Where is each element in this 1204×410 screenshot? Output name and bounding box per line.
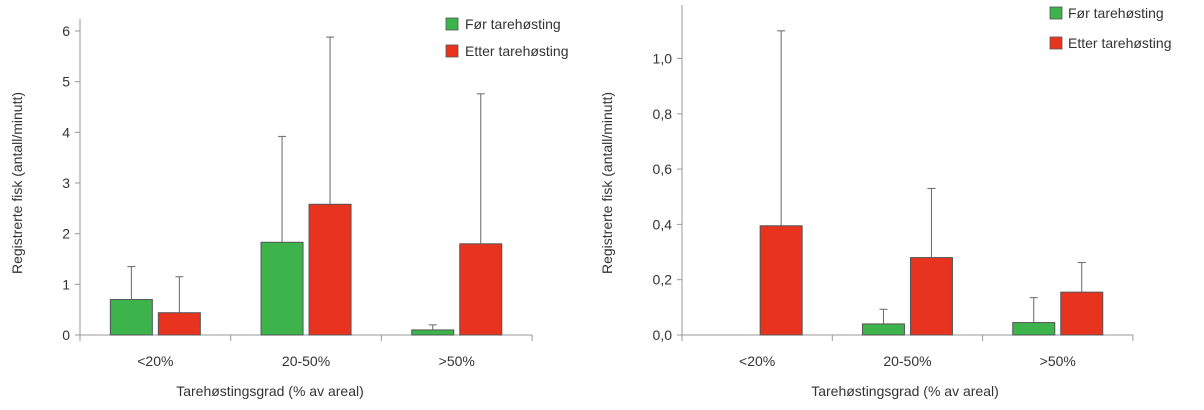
bar-for (1012, 322, 1056, 336)
y-tick-label: 1,0 (653, 50, 673, 66)
y-tick-label: 0,0 (653, 327, 673, 343)
bar-etter (308, 203, 352, 336)
y-tick-label: 0,2 (653, 272, 673, 288)
bar-etter (759, 225, 803, 336)
bar-for (260, 241, 304, 336)
y-tick-label: 6 (62, 23, 70, 39)
legend-swatch (1049, 6, 1063, 20)
y-tick-label: 2 (62, 226, 70, 242)
y-tick-label: 5 (62, 74, 70, 90)
bar-for (861, 323, 905, 336)
legend-swatch (445, 44, 459, 58)
x-tick-label: >50% (439, 353, 475, 369)
bar-etter (1060, 291, 1104, 336)
y-axis-label: Registrerte fisk (antall/minutt) (599, 92, 615, 274)
chart-1: 0 1 2 3 4 5 6 <20% 20-50% >50% Tarehøstingsgrad (%… (9, 16, 569, 399)
y-tick-label: 0,6 (653, 161, 673, 177)
x-axis-label: Tarehøstingsgrad (% av areal) (811, 383, 999, 399)
y-tick-label: 0,4 (653, 216, 673, 232)
chart-2: 0,0 0,2 0,4 0,6 0,8 1,0 <20% 20-50% >50% Tarehøst… (599, 5, 1172, 399)
x-tick-label: <20% (137, 353, 173, 369)
y-axis-label: Registrerte fisk (antall/minutt) (9, 92, 25, 274)
x-tick-label: <20% (739, 353, 775, 369)
bar-etter (157, 312, 201, 336)
y-tick-label: 1 (62, 276, 70, 292)
bar-for (411, 329, 455, 336)
bar-etter (459, 243, 503, 336)
y-tick-label: 0,8 (653, 106, 673, 122)
y-tick-label: 3 (62, 175, 70, 191)
legend-swatch (445, 17, 459, 31)
x-tick-label: 20-50% (282, 353, 330, 369)
x-tick-label: >50% (1040, 353, 1076, 369)
bar-etter (909, 257, 953, 336)
x-axis-label: Tarehøstingsgrad (% av areal) (176, 383, 364, 399)
legend-label: Før tarehøsting (465, 16, 561, 32)
y-tick-label: 0 (62, 327, 70, 343)
bar-for (109, 299, 153, 336)
x-tick-label: 20-50% (883, 353, 931, 369)
legend-label: Etter tarehøsting (1068, 35, 1172, 51)
legend-label: Før tarehøsting (1068, 5, 1164, 21)
legend-label: Etter tarehøsting (465, 43, 569, 59)
y-tick-label: 4 (62, 124, 70, 140)
legend-swatch (1049, 36, 1063, 50)
